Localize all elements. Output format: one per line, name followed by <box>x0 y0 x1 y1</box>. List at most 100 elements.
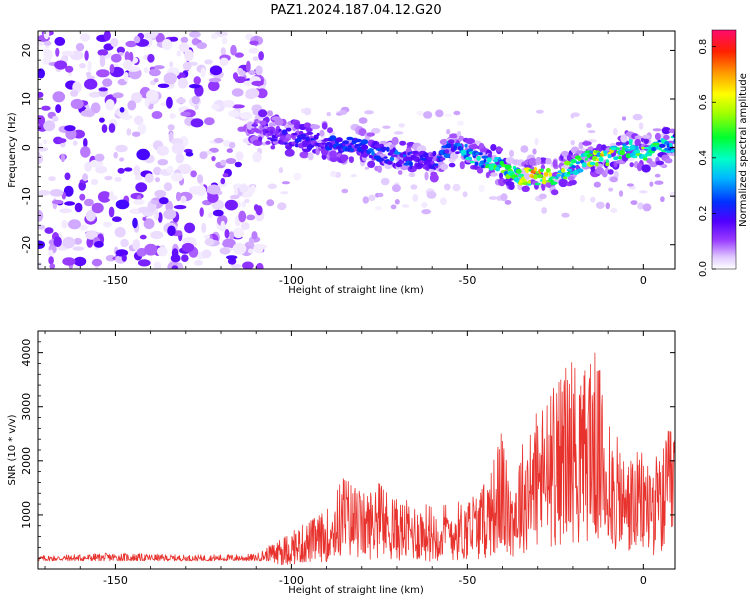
spectrogram-cell <box>112 216 122 222</box>
spectrogram-cell <box>551 181 558 185</box>
spectrogram-cell <box>459 161 465 170</box>
snr-panel: -150 -100 -50 0 1000 2000 3000 4000 Height of … <box>7 330 676 596</box>
spectrogram-cell <box>540 164 546 170</box>
spectrogram-cell <box>368 154 373 159</box>
spectrogram-cell <box>465 138 475 145</box>
spectrogram-cell <box>64 201 76 206</box>
x-tick-label: -100 <box>279 574 304 587</box>
spectrogram-cell <box>83 138 88 148</box>
spectrogram-cell <box>622 143 627 147</box>
spectrogram-cell <box>89 91 102 98</box>
spectrogram-cell <box>232 227 245 239</box>
spectrogram-cell <box>139 234 147 240</box>
spectrogram-cell <box>520 145 529 153</box>
spectrogram-cell <box>278 128 282 132</box>
spectrogram-cell <box>589 161 596 166</box>
spectrogram-cell <box>443 153 451 159</box>
spectrogram-cell <box>600 144 607 151</box>
spectrogram-cell <box>532 148 537 155</box>
spectrogram-cell <box>246 214 256 221</box>
spectrogram-cell <box>43 41 52 46</box>
spectrogram-cell <box>595 166 604 175</box>
spectrogram-cell <box>440 163 449 170</box>
spectrogram-cell <box>633 149 641 155</box>
spectrogram-cell <box>38 189 51 196</box>
spectrogram-cell <box>153 65 165 70</box>
spectrogram-cell <box>408 172 416 178</box>
spectrogram-cell <box>38 142 43 148</box>
spectrogram-cell <box>229 231 235 240</box>
spectrogram-cell <box>229 256 236 262</box>
spectrogram-cell <box>541 180 547 185</box>
spectrogram-cell <box>632 113 643 121</box>
spectrogram-cell <box>664 158 673 164</box>
spectrogram-cell <box>303 122 312 128</box>
x-tick-label: -150 <box>103 274 128 287</box>
spectrogram-cell <box>570 140 575 146</box>
spectrogram-cell <box>444 149 450 154</box>
spectrogram-cell <box>132 131 141 137</box>
spectrogram-cell <box>478 184 485 193</box>
spectrogram-cell <box>137 259 151 267</box>
spectrogram-cell <box>649 181 654 187</box>
spectrogram-cell <box>476 167 484 174</box>
spectrogram-cell <box>349 148 354 152</box>
spectrogram-cell <box>48 176 56 182</box>
spectrogram-cell <box>490 144 497 151</box>
spectrogram-cell <box>99 117 105 123</box>
spectrogram-cell <box>252 56 259 61</box>
spectrogram-cell <box>412 193 419 202</box>
spectrogram-cell <box>54 36 66 46</box>
spectrogram-cell <box>498 172 504 179</box>
spectrogram-cell <box>132 217 138 229</box>
spectrogram-cell <box>394 199 400 205</box>
spectrogram-cell <box>244 198 250 204</box>
spectrogram-cell <box>265 140 271 145</box>
spectrogram-cell <box>173 205 187 210</box>
spectrogram-cell <box>121 254 127 262</box>
spectrogram-cell <box>541 207 547 214</box>
colorbar-ticks: 0.0 0.2 0.4 0.6 0.8 <box>698 39 716 277</box>
spectrogram-cell <box>625 153 632 159</box>
spectrogram-cell <box>175 152 185 164</box>
spectrogram-cell <box>609 176 618 183</box>
spectrogram-cell <box>341 188 349 194</box>
spectrogram-cell <box>342 140 350 145</box>
spectrogram-cell <box>378 158 385 162</box>
spectrogram-cell <box>79 62 86 69</box>
spectrogram-cell <box>157 83 170 89</box>
spectrogram-cell <box>391 136 399 146</box>
spectrogram-cell <box>189 31 201 38</box>
spectrogram-cell <box>610 146 617 151</box>
spectrogram-cell <box>575 150 584 155</box>
spectrogram-cell <box>128 51 134 63</box>
spectrogram-cell <box>157 212 163 223</box>
spectrogram-cell <box>654 180 664 185</box>
spectrogram-cell <box>114 226 126 238</box>
spectrogram-cell <box>228 110 240 118</box>
spectrogram-cell <box>62 257 76 266</box>
spectrogram-cell <box>576 168 584 173</box>
spectrogram-cell <box>149 68 161 77</box>
spectrogram-cell <box>110 53 122 63</box>
spectrogram-cell <box>194 259 203 266</box>
spectrogram-cell <box>462 191 468 198</box>
spectrogram-cell <box>629 144 637 151</box>
spectrogram-cell <box>364 110 374 115</box>
spectrogram-cell <box>232 242 247 255</box>
spectrogram-cell <box>95 165 108 174</box>
spectrogram-cell <box>216 215 228 226</box>
spectrogram-cell <box>455 151 460 155</box>
spectrogram-cell <box>230 263 242 269</box>
spectrogram-cell <box>161 39 173 51</box>
spectrogram-cell <box>199 151 208 160</box>
spectrogram-cell <box>248 248 254 254</box>
spectrogram-cell <box>52 115 59 122</box>
spectrogram-cell <box>115 199 130 210</box>
spectrogram-cell <box>270 138 278 142</box>
spectrogram-cell <box>628 139 633 144</box>
spectrogram-cell <box>144 173 154 183</box>
spectrogram-cell <box>495 166 501 172</box>
spectrogram-cell <box>300 133 307 138</box>
